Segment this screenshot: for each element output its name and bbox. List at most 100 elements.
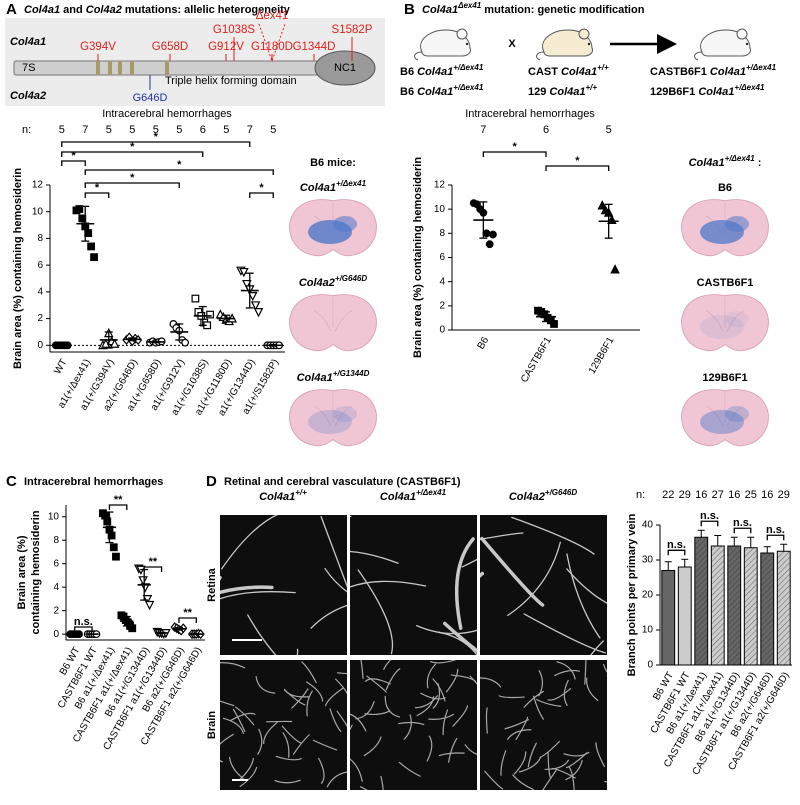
vessel [275, 755, 302, 761]
text-part: +/+ [295, 488, 307, 497]
data-point [101, 338, 111, 348]
mouse-icon [414, 28, 472, 61]
mutation-label: G912V [208, 41, 244, 53]
vessel [305, 681, 324, 702]
text-part: Col4a1 [24, 4, 60, 16]
y-tick-label: 6 [37, 260, 43, 271]
y-tick-label: 8 [53, 535, 59, 546]
n-value: 27 [712, 489, 724, 501]
row-label: Brain [206, 711, 218, 739]
text-part: +/Δex41 [453, 63, 484, 72]
significance-label: * [177, 159, 182, 171]
y-tick-label: 2 [37, 313, 43, 324]
significance-bracket [61, 160, 86, 166]
data-point [482, 229, 491, 238]
data-point [107, 531, 116, 540]
column-label: Col4a1+/+ [259, 488, 307, 503]
y-axis-label: Brain area (%) [16, 535, 28, 609]
significance-label: * [259, 182, 264, 194]
vessel [426, 663, 437, 689]
text-part: +/Δex41 [734, 83, 765, 92]
nc1-domain [314, 50, 376, 86]
mutation-label: Δex41 [256, 10, 289, 22]
chart-title: Intracerebral hemorrhages [102, 108, 232, 120]
data-point [109, 543, 118, 552]
text-part: Col4a1 [689, 157, 725, 169]
vessel [480, 677, 502, 688]
text-part: +/Δex41 [746, 63, 777, 72]
vessel [274, 779, 301, 784]
vessel [536, 699, 562, 707]
row-label: Retina [206, 567, 218, 602]
mutation-label: G394V [80, 41, 116, 53]
data-point [109, 338, 120, 348]
micrograph-background [350, 660, 477, 790]
text-part: Col4a1 [561, 66, 597, 78]
vessel [220, 733, 234, 745]
vessel [355, 701, 375, 720]
vessel [513, 751, 527, 775]
y-axis-label: Brain area (%) containing hemosiderin [12, 168, 24, 369]
micrograph [480, 515, 607, 655]
data-point [90, 253, 98, 262]
y-tick-label: 10 [48, 511, 60, 522]
y-tick-label: 0 [37, 340, 43, 351]
mutation-label: S1582P [332, 24, 373, 36]
vessel [247, 614, 277, 655]
vessel [461, 558, 477, 568]
vessel [590, 640, 604, 655]
vessel [485, 707, 488, 734]
vessel [604, 780, 607, 783]
n-value: 29 [679, 489, 691, 501]
vessel [257, 728, 263, 755]
image-label: 129B6F1 [702, 372, 747, 384]
domain-label: Triple helix forming domain [165, 75, 297, 87]
data-point [138, 576, 148, 586]
column-label: Col4a1+/Δex41 [380, 488, 447, 503]
vessel [335, 678, 347, 695]
significance-label: n.s. [766, 524, 785, 536]
vessel [547, 688, 572, 701]
significance-label: n.s. [733, 517, 752, 529]
domain-label: NC1 [334, 62, 356, 74]
micrograph [480, 660, 607, 790]
data-point [250, 301, 261, 311]
vessel [357, 569, 394, 655]
vessel [515, 716, 529, 741]
image-label: Col4a1+/Δex41 [300, 179, 367, 194]
y-tick-label: 30 [642, 555, 654, 566]
vessel [584, 660, 587, 685]
bar [661, 570, 676, 666]
significance-bracket [482, 151, 547, 157]
y-tick-label: 40 [642, 520, 654, 531]
n-value: 22 [662, 489, 674, 501]
vessel [554, 669, 581, 677]
significance-bracket [733, 527, 752, 534]
image-label: B6 [718, 182, 732, 194]
data-point [128, 624, 137, 633]
vessel [360, 660, 364, 680]
cross-symbol: X [508, 38, 516, 50]
n-value: 7 [82, 124, 88, 136]
text-part: Col4a1 [549, 86, 585, 98]
significance-label: ** [114, 494, 123, 506]
n-label: n: [22, 124, 31, 136]
n-value: 25 [745, 489, 757, 501]
vessel [222, 717, 244, 735]
panel-title: Col4a1Δex41 mutation: genetic modificati… [422, 1, 645, 16]
text-part: +/Δex41 [725, 154, 756, 163]
vessel [426, 735, 433, 762]
hemosiderin-stain [700, 315, 744, 339]
text-part: +/G1344D [333, 369, 370, 378]
vessel [350, 713, 367, 732]
bar-hatch [760, 553, 774, 665]
data-point [253, 308, 264, 318]
n-value: 16 [761, 489, 773, 501]
vessel [518, 757, 541, 773]
column-label: Col4a2+/G646D [509, 488, 578, 503]
text-part: Col4a2 [509, 491, 545, 503]
vessel [312, 739, 338, 751]
significance-label: n.s. [667, 539, 686, 551]
vessel [220, 700, 235, 707]
